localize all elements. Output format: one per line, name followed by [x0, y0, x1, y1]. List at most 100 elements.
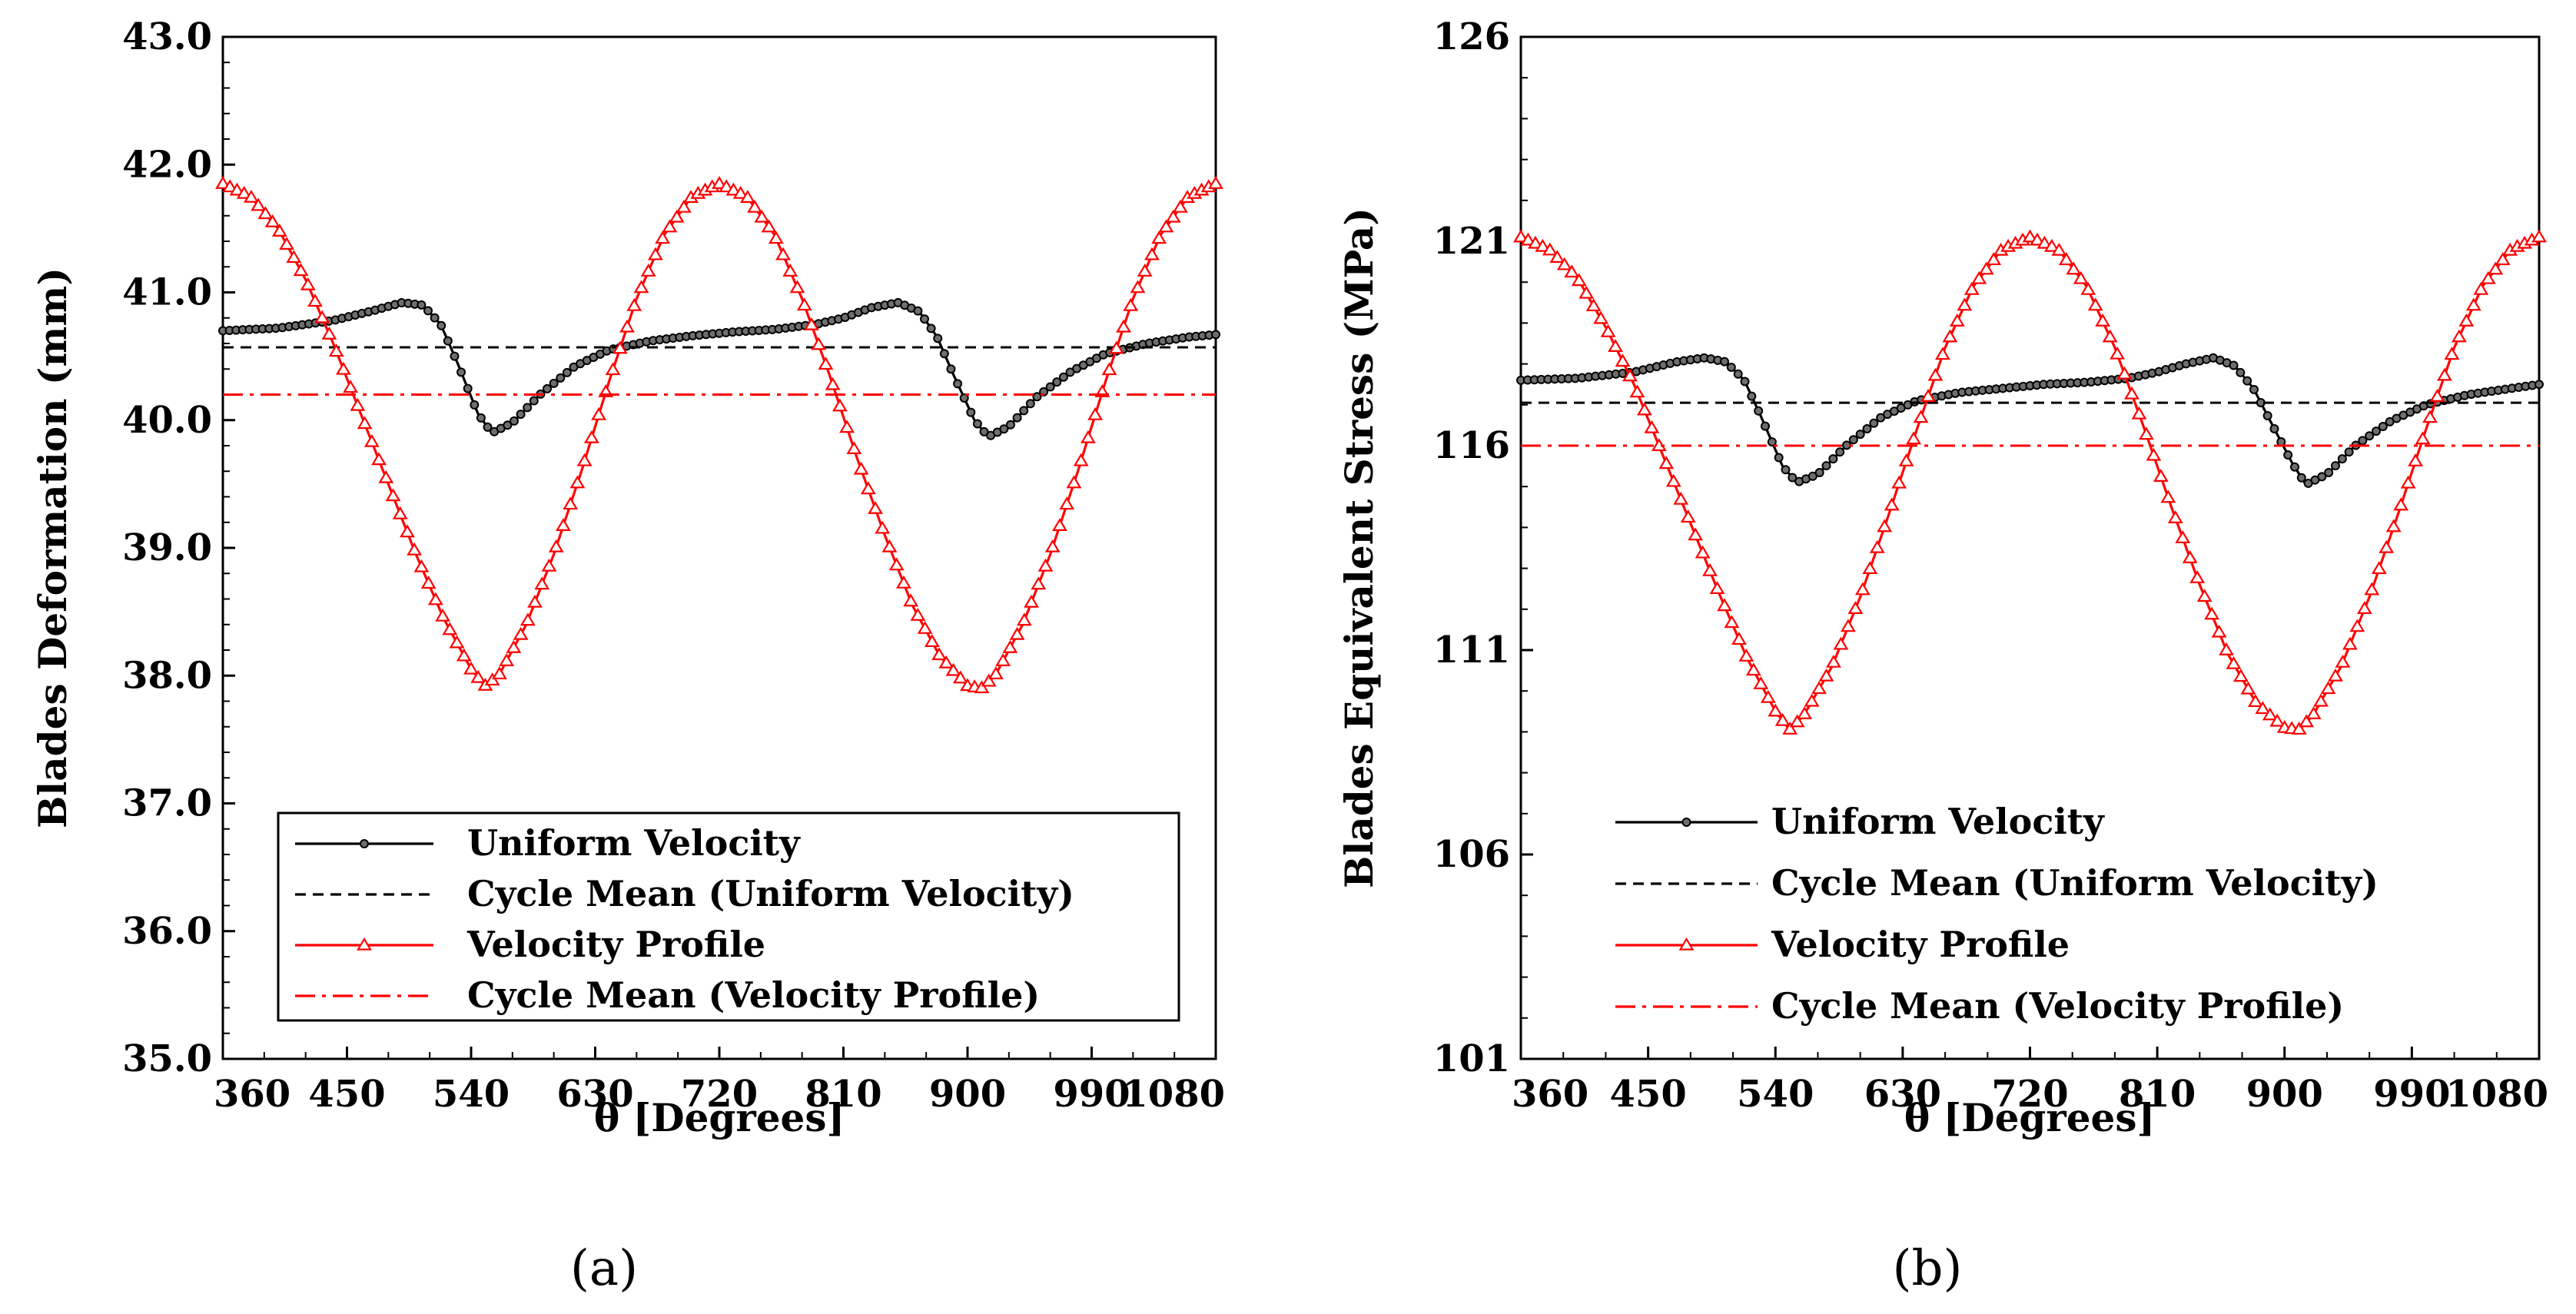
legend-label: Uniform Velocity [1771, 801, 2105, 842]
data-point [2365, 431, 2375, 441]
data-point [1116, 319, 1131, 333]
data-point [739, 190, 755, 203]
data-point [2211, 624, 2227, 638]
series-velocity-profile [1513, 229, 2547, 735]
data-point [2371, 561, 2387, 575]
data-point [343, 380, 359, 393]
data-point [279, 237, 294, 250]
chart-a-series [215, 176, 1223, 694]
data-point [534, 576, 550, 590]
chart-a-legend: Uniform Velocity Cycle Mean (Uniform Velo… [277, 811, 1180, 1022]
data-point [1044, 539, 1061, 552]
data-point [1636, 402, 1652, 416]
data-point [307, 294, 323, 307]
data-point [491, 666, 507, 680]
data-point [2051, 242, 2067, 256]
data-point [1854, 582, 1871, 596]
data-point [1767, 437, 1777, 447]
data-point [1702, 562, 1718, 576]
data-point [732, 185, 749, 199]
data-point [2378, 539, 2395, 553]
data-point [591, 406, 607, 420]
data-point [1821, 461, 1831, 471]
data-point [1724, 615, 1740, 629]
data-point [2262, 707, 2278, 721]
chart-a-x-axis-label: θ [Degrees] [594, 1095, 845, 1140]
data-point [931, 647, 948, 661]
data-point [939, 349, 949, 359]
data-point [562, 367, 572, 377]
data-point [392, 506, 408, 519]
data-point [2356, 601, 2372, 615]
data-point [2160, 489, 2176, 503]
x-tick-label: 900 [929, 1073, 1006, 1116]
data-point [789, 280, 805, 294]
legend-label: Cycle Mean (Velocity Profile) [1771, 985, 2344, 1027]
data-point [357, 416, 373, 430]
x-tick-label: 360 [214, 1073, 290, 1116]
data-point [2473, 281, 2489, 295]
data-point [1797, 706, 1813, 719]
data-point [1600, 324, 1616, 337]
data-point [543, 383, 553, 393]
data-point [875, 520, 891, 534]
data-point [1144, 247, 1160, 260]
data-point [1615, 353, 1631, 367]
data-point [1898, 453, 1914, 466]
data-point [1920, 388, 1936, 402]
data-point [903, 593, 919, 607]
data-point [2364, 582, 2380, 596]
data-point [1978, 261, 1994, 275]
data-point [655, 231, 671, 244]
data-point [1158, 219, 1174, 233]
data-point [1726, 362, 1736, 372]
legend-label: Cycle Mean (Uniform Velocity) [1771, 862, 2378, 904]
data-point [2305, 706, 2322, 719]
data-point [1971, 270, 1987, 284]
data-point [503, 420, 513, 430]
data-point [754, 209, 770, 223]
data-point [456, 367, 466, 377]
data-point [1058, 372, 1068, 382]
data-point [2022, 229, 2038, 243]
y-tick-label: 116 [1433, 424, 1510, 467]
data-point [1542, 242, 1558, 256]
data-point [972, 419, 982, 429]
data-point [1080, 430, 1096, 443]
data-point [1826, 654, 1841, 668]
data-point [1513, 229, 1529, 243]
data-point [430, 313, 440, 323]
data-point [449, 635, 465, 649]
x-tick-label: 990 [1053, 1073, 1130, 1116]
data-point [981, 673, 997, 687]
data-point [1847, 601, 1864, 615]
data-point [2335, 654, 2351, 668]
data-point [417, 300, 427, 310]
data-point [2131, 406, 2147, 420]
data-point [2342, 636, 2358, 650]
data-point [1789, 714, 1805, 728]
data-point [2290, 462, 2299, 472]
data-point [1032, 392, 1042, 402]
data-point [251, 197, 267, 211]
y-tick-label: 126 [1433, 15, 1510, 58]
data-point [959, 393, 969, 403]
data-point [888, 557, 905, 571]
y-tick-label: 37.0 [122, 782, 212, 825]
data-point [952, 670, 968, 684]
data-point [782, 264, 798, 277]
data-point [2429, 388, 2445, 402]
data-point [1833, 636, 1849, 650]
data-point [1733, 369, 1743, 379]
data-point [2480, 270, 2496, 284]
data-point [725, 182, 742, 196]
data-point [523, 403, 533, 413]
data-point [2269, 713, 2286, 727]
data-point [2037, 235, 2053, 249]
y-tick-label: 43.0 [122, 15, 212, 58]
data-point [378, 470, 394, 483]
data-point [2328, 668, 2343, 682]
data-point [917, 621, 933, 634]
data-point [1087, 406, 1104, 420]
data-point [1695, 545, 1711, 559]
